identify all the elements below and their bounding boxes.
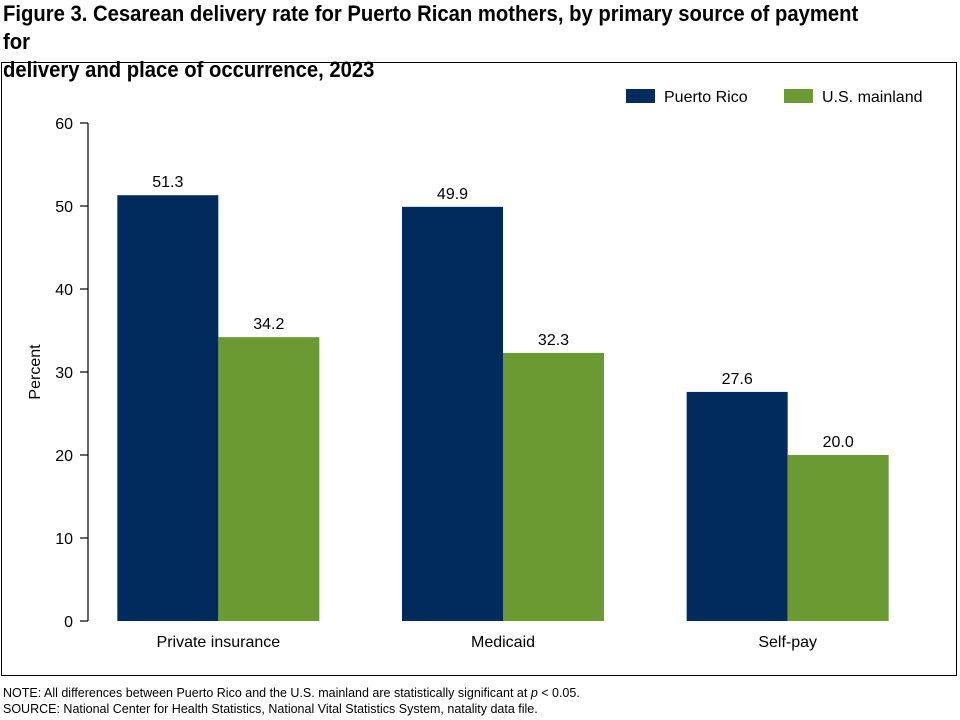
- y-axis-title: Percent: [27, 344, 44, 400]
- y-tick-label-30: 30: [55, 365, 73, 382]
- y-tick-label-60: 60: [55, 116, 73, 133]
- note-suffix: < 0.05.: [537, 686, 580, 700]
- bar-chart: 0 10 20 30 40 50 60 Percent 51.3 34.2 Private insu…: [27, 89, 923, 651]
- bar-u-s-mainland-0: [218, 337, 320, 621]
- bar-label-u-s-mainland-0: 34.2: [253, 316, 284, 333]
- bar-label-u-s-mainland-1: 32.3: [538, 332, 569, 349]
- chart-frame: 0 10 20 30 40 50 60 Percent 51.3 34.2 Private insu…: [1, 62, 957, 676]
- figure-title: Figure 3. Cesarean delivery rate for Pue…: [3, 0, 863, 84]
- note-text: NOTE: All differences between Puerto Ric…: [3, 685, 580, 701]
- bar-label-puerto-rico-2: 27.6: [722, 371, 753, 388]
- legend-label-u-s-mainland: U.S. mainland: [822, 89, 923, 106]
- y-tick-label-40: 40: [55, 282, 73, 299]
- legend-label-puerto-rico: Puerto Rico: [664, 89, 748, 106]
- bar-puerto-rico-1: [402, 206, 503, 621]
- bar-u-s-mainland-1: [503, 352, 604, 621]
- figure-title-line-2: delivery and place of occurrence, 2023: [3, 57, 375, 82]
- figure-notes: NOTE: All differences between Puerto Ric…: [3, 685, 580, 717]
- bar-label-puerto-rico-1: 49.9: [437, 186, 468, 203]
- note-prefix: NOTE: All differences between Puerto Ric…: [3, 686, 531, 700]
- note-p-value-symbol: p: [530, 686, 538, 700]
- y-tick-label-20: 20: [55, 448, 73, 465]
- bar-puerto-rico-0: [117, 195, 219, 621]
- x-category-label-2: Self-pay: [758, 634, 817, 651]
- bar-u-s-mainland-2: [787, 455, 889, 621]
- figure-title-line-1: Figure 3. Cesarean delivery rate for Pue…: [3, 1, 859, 54]
- bar-label-puerto-rico-0: 51.3: [152, 174, 183, 191]
- y-tick-label-50: 50: [55, 199, 73, 216]
- x-category-label-0: Private insurance: [157, 634, 281, 651]
- bar-puerto-rico-2: [686, 391, 788, 621]
- legend-swatch-puerto-rico: [626, 89, 655, 103]
- x-category-label-1: Medicaid: [471, 634, 535, 651]
- legend-swatch-u-s-mainland: [784, 89, 813, 103]
- source-text: SOURCE: National Center for Health Stati…: [3, 702, 538, 716]
- y-tick-label-10: 10: [55, 531, 73, 548]
- bar-label-u-s-mainland-2: 20.0: [823, 434, 854, 451]
- y-tick-label-0: 0: [64, 614, 73, 631]
